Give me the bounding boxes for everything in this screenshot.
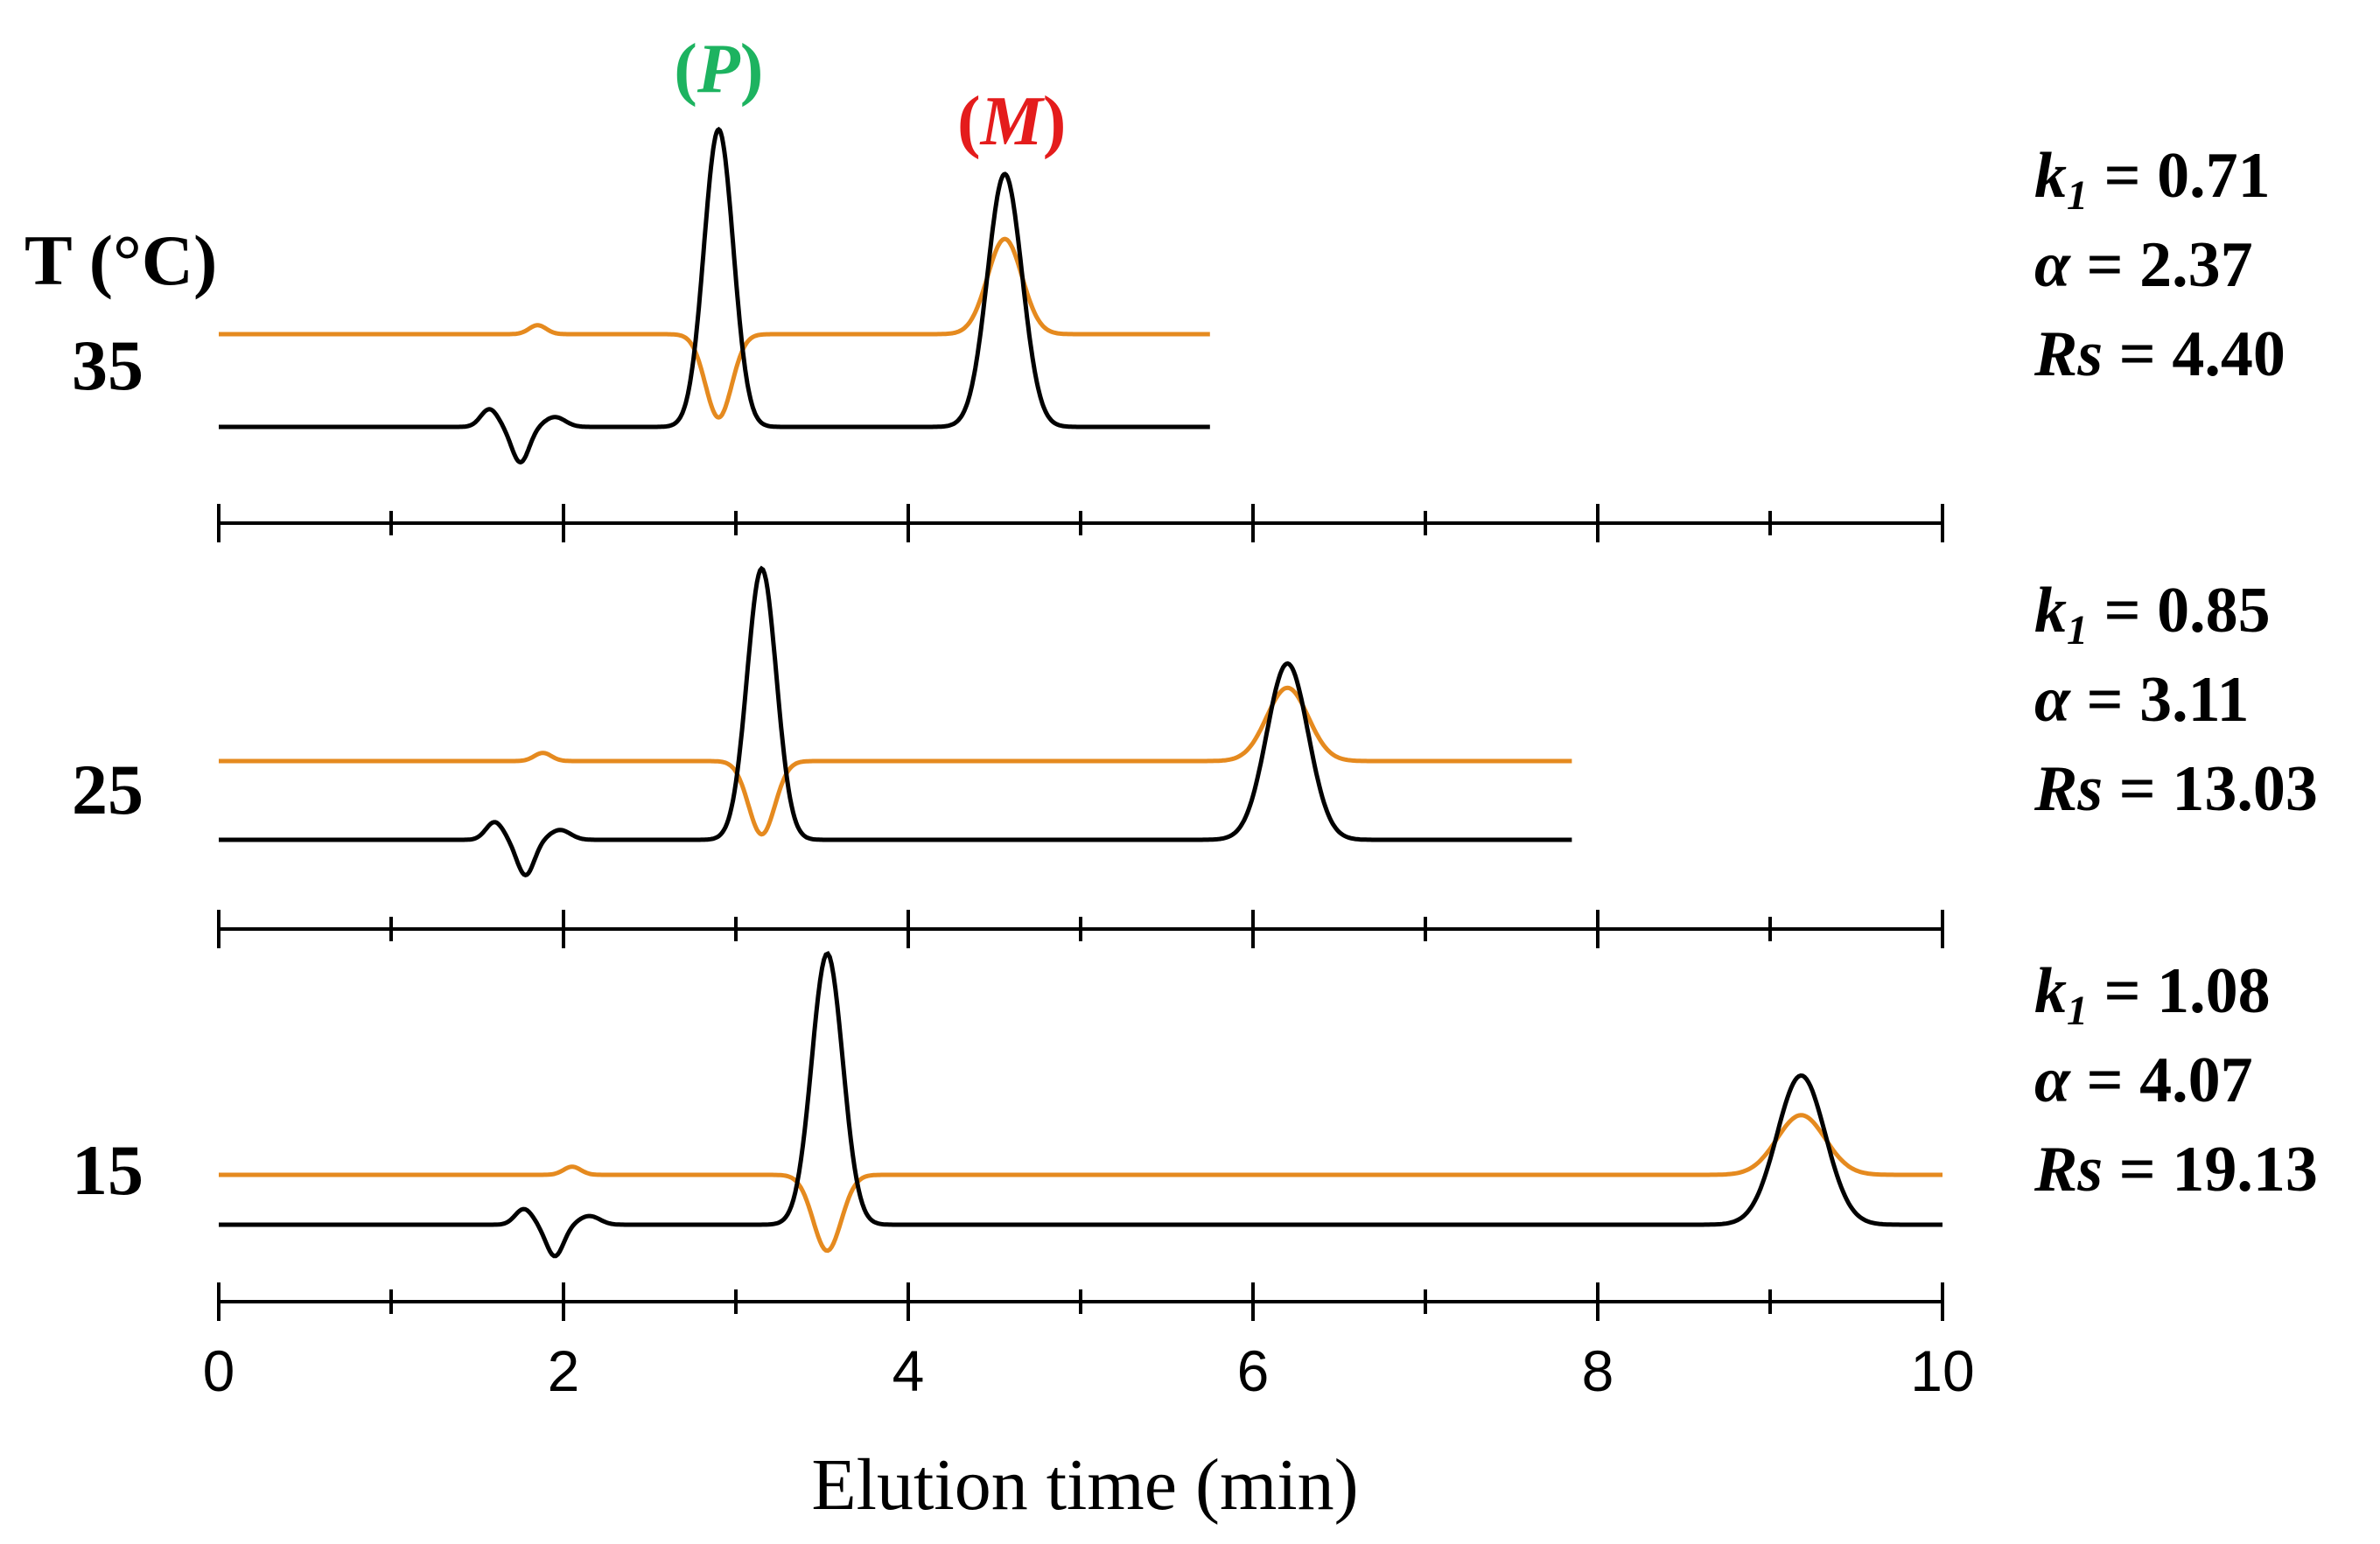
peak-label-m: (M) xyxy=(957,83,1066,160)
uv-trace-25 xyxy=(219,565,1572,878)
alpha-stat-25: α = 3.11 xyxy=(2034,664,2250,736)
alpha-stat-35: α = 2.37 xyxy=(2034,229,2253,301)
x-axis-title: Elution time (min) xyxy=(811,1444,1358,1526)
temperature-label-25: 25 xyxy=(72,750,144,829)
rs-stat-35: Rs = 4.40 xyxy=(2034,318,2286,390)
x-tick-labels: 0 2 4 6 8 10 xyxy=(203,1338,1975,1403)
temperature-header: T (°C) xyxy=(24,220,217,300)
rs-stat-15: Rs = 19.13 xyxy=(2034,1134,2318,1205)
uv-trace-35 xyxy=(219,126,1210,465)
temperature-label-35: 35 xyxy=(72,325,144,405)
temperature-label-15: 15 xyxy=(72,1130,144,1210)
x-tick-label: 6 xyxy=(1237,1338,1270,1403)
x-tick-label: 0 xyxy=(203,1338,235,1403)
x-tick-label: 8 xyxy=(1582,1338,1614,1403)
k1-stat-35: k1 = 0.71 xyxy=(2034,140,2271,219)
k1-stat-25: k1 = 0.85 xyxy=(2034,575,2271,653)
cd-trace-15 xyxy=(219,1113,1942,1254)
panel-25: 25 k1 = 0.85 α = 3.11 Rs = 13.03 xyxy=(72,565,2318,878)
cd-trace-35 xyxy=(219,236,1210,420)
panel-15: 15 k1 = 1.08 α = 4.07 Rs = 19.13 xyxy=(72,950,2318,1259)
x-tick-label: 4 xyxy=(892,1338,925,1403)
x-tick-label: 10 xyxy=(1910,1338,1974,1403)
alpha-stat-15: α = 4.07 xyxy=(2034,1044,2253,1116)
x-tick-label: 2 xyxy=(548,1338,580,1403)
panel-35: 35 k1 = 0.71 α = 2.37 Rs = 4.40 xyxy=(72,126,2286,465)
uv-trace-15 xyxy=(219,950,1942,1259)
rs-stat-25: Rs = 13.03 xyxy=(2034,753,2318,825)
peak-label-p: (P) xyxy=(674,31,763,108)
k1-stat-15: k1 = 1.08 xyxy=(2034,955,2271,1034)
axes-group xyxy=(217,504,1944,1321)
cd-trace-25 xyxy=(219,685,1572,837)
